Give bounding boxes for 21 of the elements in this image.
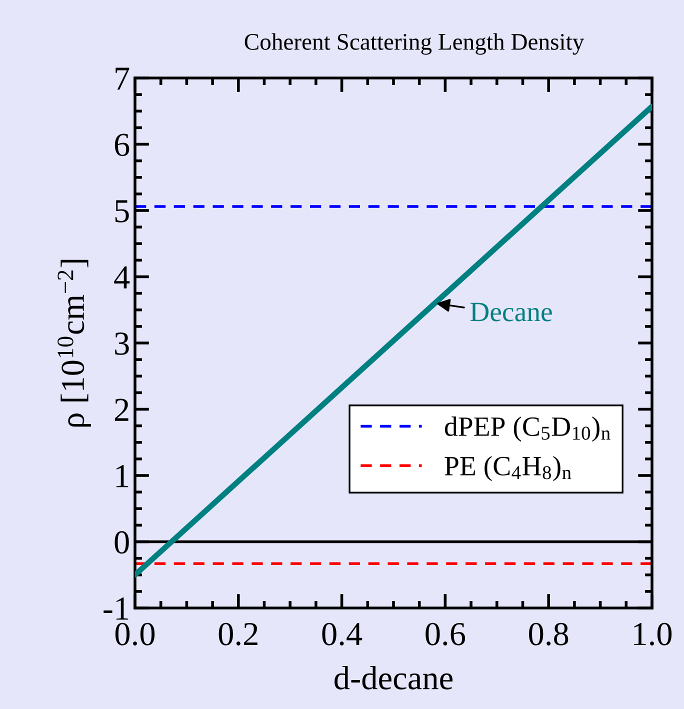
y-tick-label: 6 (114, 134, 130, 156)
legend-label: dPEP (C$_{5}$D$_{10}$)$_{n}$ (444, 416, 610, 442)
x-tick-label: 0.4 (322, 622, 362, 646)
y-tick-label: 5 (115, 200, 129, 222)
y-tick-label: -1 (104, 598, 128, 620)
x-tick-label: 0.6 (426, 622, 466, 646)
y-tick-label: 0 (114, 531, 129, 554)
y-tick-label: 2 (114, 398, 128, 421)
y-tick-label: 7 (116, 68, 130, 90)
annotation: Decane (470, 302, 552, 322)
y-axis-title: ρ [10$^{10}$cm$^{−2}$] (58, 260, 91, 427)
y-tick-label: 4 (114, 266, 130, 288)
y-tick-label: 1 (116, 465, 128, 488)
legend-label: PE (C$_{4}$H$_{8}$)$_{n}$ (444, 456, 572, 482)
x-tick-label: 0.8 (529, 622, 568, 646)
x-tick-label: 1.0 (634, 622, 672, 646)
y-tick-label: 3 (115, 332, 129, 355)
chart-title: Coherent Scattering Length Density (244, 33, 584, 55)
x-tick-label: 0.0 (115, 622, 155, 646)
x-tick-label: 0.2 (218, 622, 258, 646)
x-axis-title: d-decane (334, 666, 452, 690)
